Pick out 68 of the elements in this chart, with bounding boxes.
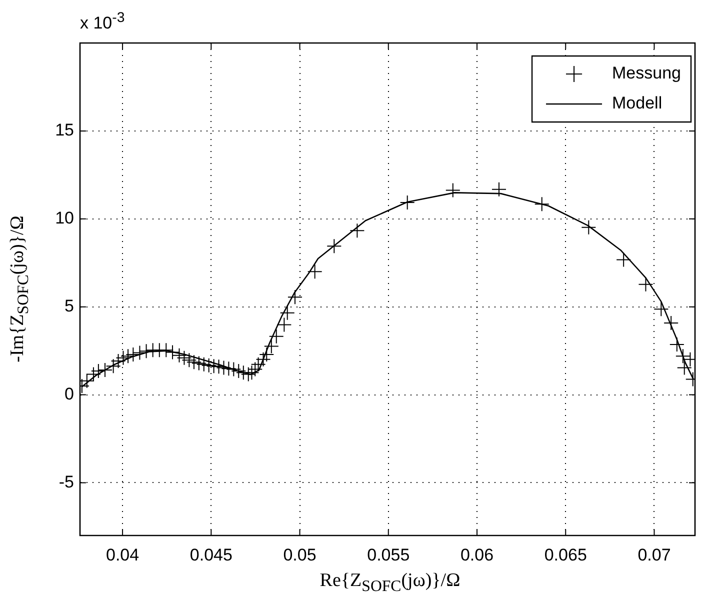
point bbox=[138, 344, 154, 359]
legend-label: Messung bbox=[612, 64, 682, 83]
point bbox=[231, 364, 246, 379]
point bbox=[287, 290, 302, 305]
point bbox=[106, 358, 121, 374]
point bbox=[126, 347, 141, 362]
x-tick-label: 0.045 bbox=[190, 545, 232, 564]
point bbox=[80, 373, 94, 388]
x-axis-title: Re{Z$_{SOFC}$(jω)}/Ω bbox=[320, 570, 460, 596]
x-tick-label: 0.05 bbox=[283, 545, 316, 564]
x-tick-label: 0.06 bbox=[460, 545, 494, 564]
point bbox=[264, 338, 279, 354]
point bbox=[491, 182, 506, 197]
point bbox=[638, 276, 654, 292]
point bbox=[186, 354, 202, 370]
point bbox=[216, 360, 232, 376]
point bbox=[221, 361, 236, 376]
point bbox=[276, 317, 292, 332]
point bbox=[176, 350, 192, 366]
point bbox=[664, 316, 679, 331]
point bbox=[110, 354, 126, 369]
y-tick-label: 10 bbox=[55, 208, 74, 228]
point bbox=[534, 196, 550, 212]
point bbox=[97, 362, 112, 378]
y-tick-label: 15 bbox=[55, 120, 74, 140]
point bbox=[350, 223, 365, 238]
y-tick-label: 5 bbox=[64, 296, 74, 316]
y-tick-label: 0 bbox=[64, 384, 74, 404]
point bbox=[196, 356, 212, 372]
x-tick-label: 0.07 bbox=[638, 545, 671, 564]
point bbox=[326, 238, 342, 254]
point bbox=[226, 362, 242, 377]
point bbox=[248, 362, 263, 377]
y-tick-label: -5 bbox=[58, 472, 74, 492]
point bbox=[654, 302, 669, 317]
point bbox=[280, 305, 295, 320]
point bbox=[250, 356, 266, 372]
point bbox=[259, 347, 274, 362]
point bbox=[400, 195, 415, 210]
point bbox=[165, 344, 180, 360]
point bbox=[158, 342, 174, 358]
legend-label: Modell bbox=[612, 94, 662, 113]
point bbox=[240, 366, 256, 382]
point bbox=[90, 364, 106, 379]
point bbox=[201, 358, 216, 373]
point bbox=[120, 348, 136, 364]
point bbox=[172, 348, 187, 363]
x-tick-label: 0.055 bbox=[367, 545, 410, 564]
point bbox=[676, 360, 692, 376]
point bbox=[616, 252, 632, 268]
point bbox=[132, 345, 148, 360]
point bbox=[211, 359, 226, 374]
point bbox=[116, 350, 131, 366]
point bbox=[669, 336, 684, 352]
point bbox=[244, 365, 260, 380]
x-tick-label: 0.04 bbox=[106, 545, 140, 564]
point bbox=[206, 358, 222, 374]
point bbox=[268, 328, 284, 344]
x-tick-label: 0.065 bbox=[544, 545, 587, 564]
point bbox=[191, 356, 206, 371]
point bbox=[675, 348, 690, 364]
text: x 10$^{-3}$ bbox=[80, 10, 125, 34]
point bbox=[256, 352, 271, 367]
point bbox=[581, 220, 596, 235]
point bbox=[307, 264, 322, 280]
point bbox=[86, 366, 101, 382]
point bbox=[182, 352, 197, 368]
point bbox=[445, 182, 460, 198]
